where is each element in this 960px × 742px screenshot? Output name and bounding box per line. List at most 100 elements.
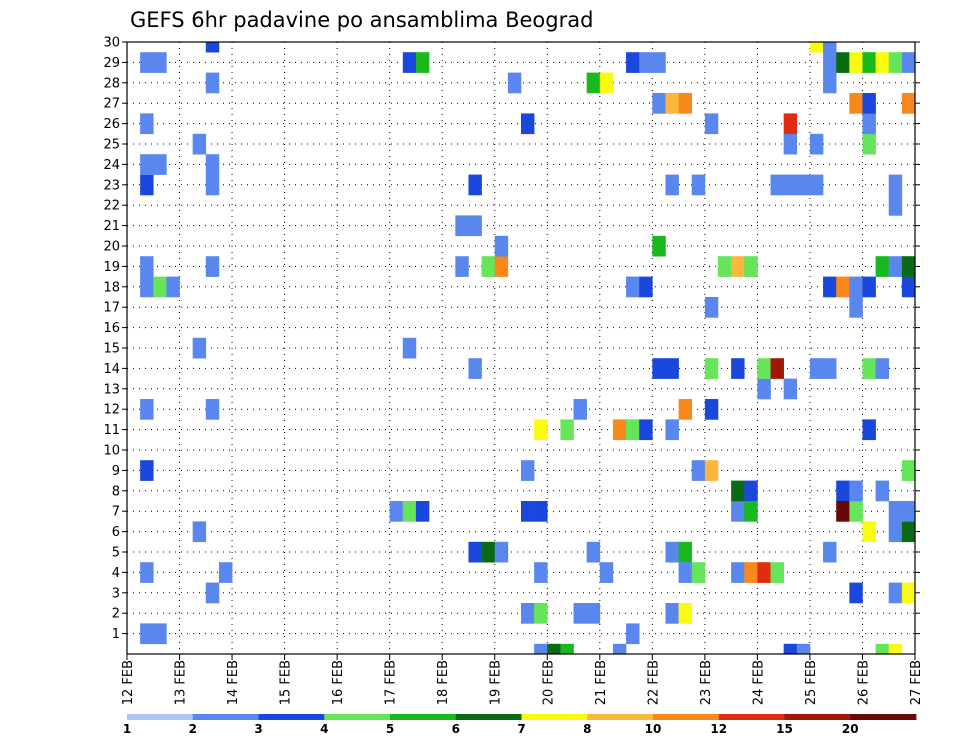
heatmap-cell <box>402 52 417 73</box>
heatmap-cell <box>901 52 916 73</box>
heatmap-cell <box>612 643 627 655</box>
heatmap-cell <box>678 399 693 420</box>
legend-label: 2 <box>189 722 197 736</box>
heatmap-cell <box>455 215 469 237</box>
heatmap-cell <box>218 562 233 583</box>
legend-swatch <box>653 714 720 720</box>
x-tick-label: 22 FEB <box>646 660 661 705</box>
heatmap-cell <box>836 276 850 298</box>
heatmap-cell <box>665 541 679 563</box>
heatmap-cell <box>691 562 706 583</box>
heatmap-cell <box>901 582 916 604</box>
heatmap-cell <box>783 133 798 155</box>
y-tick-label: 1 <box>112 627 120 642</box>
heatmap-cell <box>783 643 798 655</box>
heatmap-cell <box>586 72 601 94</box>
x-tick-label: 26 FEB <box>856 660 871 705</box>
heatmap-cell <box>901 501 916 522</box>
y-tick-label: 3 <box>112 586 120 601</box>
heatmap-cell <box>770 174 784 196</box>
heatmap-cell <box>560 419 574 441</box>
y-tick-label: 6 <box>112 525 120 540</box>
heatmap-cell <box>639 52 653 73</box>
heatmap-cell <box>205 174 220 196</box>
heatmap-cell <box>849 480 863 502</box>
heatmap-cell <box>849 297 863 318</box>
heatmap-cell <box>599 562 614 583</box>
heatmap-cell <box>888 521 903 543</box>
heatmap-cell <box>875 480 890 502</box>
y-tick-label: 18 <box>103 280 120 295</box>
x-tick-label: 18 FEB <box>436 660 451 705</box>
heatmap-cell <box>770 562 784 583</box>
heatmap-cell <box>901 93 916 114</box>
heatmap-cell <box>534 501 548 522</box>
heatmap-cell <box>731 256 745 277</box>
y-tick-label: 28 <box>103 76 120 91</box>
x-tick-label: 14 FEB <box>226 660 241 705</box>
heatmap-cell <box>534 419 548 441</box>
heatmap-cell <box>678 603 693 624</box>
heatmap-cell <box>901 521 916 543</box>
heatmap-cell <box>862 52 876 73</box>
y-tick-label: 14 <box>103 362 120 377</box>
heatmap-cell <box>862 113 876 135</box>
legend-label: 10 <box>645 722 662 736</box>
heatmap-cell <box>205 154 220 175</box>
heatmap-cell <box>639 419 653 441</box>
heatmap-cell <box>901 256 916 277</box>
heatmap-cell <box>626 623 640 645</box>
y-tick-label: 22 <box>103 199 120 214</box>
heatmap-cell <box>586 541 601 563</box>
heatmap-cell <box>888 256 903 277</box>
heatmap-cell <box>836 480 850 502</box>
y-tick-label: 19 <box>103 260 120 275</box>
x-tick-label: 13 FEB <box>174 660 189 705</box>
legend-label: 5 <box>386 722 394 736</box>
heatmap-cell <box>665 174 679 196</box>
heatmap-cell <box>140 460 154 481</box>
heatmap-cell <box>652 358 666 379</box>
y-tick-label: 15 <box>103 342 120 357</box>
heatmap-cell <box>468 215 482 237</box>
x-tick-label: 20 FEB <box>541 660 556 705</box>
y-tick-label: 12 <box>103 403 120 418</box>
heatmap-cell <box>468 358 482 379</box>
heatmap-cell <box>455 256 469 277</box>
heatmap-cell <box>153 276 167 298</box>
heatmap-cell <box>560 643 574 655</box>
legend-label: 15 <box>776 722 793 736</box>
heatmap-cell <box>402 501 417 522</box>
heatmap-cell <box>586 603 601 624</box>
heatmap-cell <box>770 358 784 379</box>
heatmap-cell <box>823 358 837 379</box>
heatmap-cell <box>875 643 890 655</box>
heatmap-cell <box>140 174 154 196</box>
heatmap-cell <box>875 256 890 277</box>
heatmap-cell <box>494 235 509 257</box>
heatmap-cell <box>652 52 666 73</box>
y-tick-label: 25 <box>103 138 120 153</box>
legend-swatch <box>521 714 588 720</box>
heatmap-cell <box>626 276 640 298</box>
legend-label: 1 <box>123 722 131 736</box>
heatmap-cell <box>888 501 903 522</box>
heatmap-cell <box>704 297 719 318</box>
heatmap-cell <box>836 52 850 73</box>
heatmap-cell <box>823 42 837 53</box>
heatmap-cell <box>665 358 679 379</box>
legend-label: 8 <box>583 722 591 736</box>
heatmap-cell <box>757 358 771 379</box>
heatmap-cell <box>205 256 220 277</box>
heatmap-cell <box>402 337 417 359</box>
legend-swatch <box>192 714 259 720</box>
heatmap-cell <box>849 52 863 73</box>
legend-label: 7 <box>517 722 525 736</box>
heatmap-cell <box>153 154 167 175</box>
heatmap-cell <box>862 133 876 155</box>
heatmap-cell <box>823 276 837 298</box>
x-tick-label: 15 FEB <box>279 660 294 705</box>
x-tick-label: 16 FEB <box>331 660 346 705</box>
heatmap-cell <box>731 562 745 583</box>
x-tick-label: 21 FEB <box>594 660 609 705</box>
